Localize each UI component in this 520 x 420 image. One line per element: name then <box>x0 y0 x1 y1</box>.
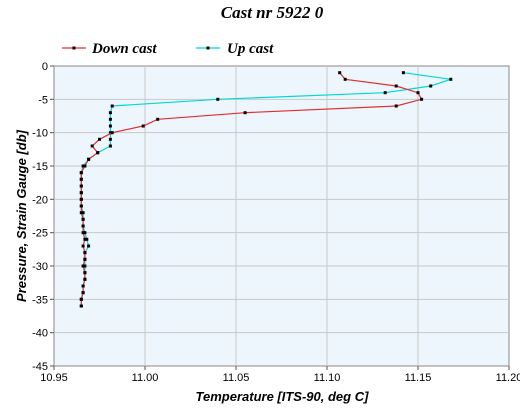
data-point-down-cast <box>83 271 87 275</box>
data-point-up-cast <box>81 164 85 168</box>
y-tick-label: -40 <box>32 328 48 340</box>
data-point-up-cast <box>108 124 112 128</box>
data-point-down-cast <box>343 77 347 81</box>
data-point-down-cast <box>83 257 87 261</box>
data-point-down-cast <box>90 144 94 148</box>
data-point-down-cast <box>83 164 87 168</box>
plot-area <box>53 65 510 367</box>
x-tick-label: 11.20 <box>496 372 520 384</box>
data-point-down-cast <box>81 224 85 228</box>
y-tick-label: -45 <box>32 361 48 373</box>
x-tick-label: 10.95 <box>40 372 68 384</box>
data-point-down-cast <box>81 264 85 268</box>
data-point-down-cast <box>79 184 83 188</box>
data-point-up-cast <box>83 231 87 235</box>
y-tick-label: -30 <box>32 261 48 273</box>
data-point-up-cast <box>383 91 387 95</box>
data-point-down-cast <box>81 217 85 221</box>
data-point-down-cast <box>81 291 85 295</box>
x-axis-label: Temperature [ITS-90, deg C] <box>196 389 370 404</box>
data-point-up-cast <box>108 144 112 148</box>
data-point-down-cast <box>81 284 85 288</box>
legend-label-up-cast: Up cast <box>227 41 274 57</box>
y-tick-label: -35 <box>32 294 48 306</box>
data-point-down-cast <box>416 91 420 95</box>
y-tick-label: -25 <box>32 228 48 240</box>
data-point-up-cast <box>85 237 89 241</box>
data-point-down-cast <box>81 244 85 248</box>
data-point-down-cast <box>79 304 83 308</box>
data-point-down-cast <box>394 104 398 108</box>
x-tick-label: 11.15 <box>405 372 432 384</box>
data-point-down-cast <box>156 117 160 121</box>
data-point-down-cast <box>79 211 83 215</box>
data-point-up-cast <box>110 104 114 108</box>
data-point-down-cast <box>420 97 424 101</box>
grid <box>54 66 509 366</box>
data-point-down-cast <box>338 71 342 75</box>
data-point-down-cast <box>96 151 100 155</box>
data-point-down-cast <box>98 137 101 141</box>
data-point-up-cast <box>83 264 87 268</box>
legend: Down cast Up cast <box>62 41 274 57</box>
data-point-up-cast <box>216 97 220 101</box>
x-tick-label: 11.00 <box>132 372 159 384</box>
series-layer <box>79 71 453 308</box>
data-point-down-cast <box>87 157 91 161</box>
y-tick-label: 0 <box>42 61 48 73</box>
data-point-up-cast <box>108 111 112 115</box>
data-point-up-cast <box>401 71 405 75</box>
data-point-down-cast <box>79 197 83 201</box>
data-point-up-cast <box>108 137 112 141</box>
data-point-up-cast <box>108 131 112 135</box>
data-point-down-cast <box>79 171 83 175</box>
data-point-down-cast <box>141 124 145 128</box>
legend-item-up-cast: Up cast <box>196 41 274 57</box>
y-axis-label: Pressure, Strain Gauge [db] <box>14 129 29 302</box>
legend-label-down-cast: Down cast <box>91 41 157 57</box>
data-point-down-cast <box>110 131 114 135</box>
data-point-up-cast <box>108 117 112 121</box>
legend-marker-up-cast <box>206 46 210 50</box>
data-point-down-cast <box>83 251 87 255</box>
data-point-down-cast <box>83 277 87 281</box>
data-point-up-cast <box>87 244 91 248</box>
data-point-down-cast <box>243 111 247 115</box>
x-axis-ticks: 10.95 11.00 11.05 11.10 11.15 11.20 <box>40 366 520 384</box>
data-point-up-cast <box>449 77 453 81</box>
y-tick-label: -10 <box>32 128 48 140</box>
legend-item-down-cast: Down cast <box>62 41 157 57</box>
data-point-down-cast <box>79 191 83 195</box>
legend-marker-down-cast <box>72 46 76 50</box>
y-tick-label: -20 <box>32 194 48 206</box>
data-point-down-cast <box>79 204 83 208</box>
chart-title: Cast nr 5922 0 <box>221 3 324 22</box>
data-point-down-cast <box>83 237 87 241</box>
data-point-up-cast <box>429 84 433 88</box>
data-point-down-cast <box>79 297 83 301</box>
data-point-down-cast <box>394 84 398 88</box>
data-point-down-cast <box>81 231 85 235</box>
y-tick-label: -5 <box>38 94 48 106</box>
y-tick-label: -15 <box>32 161 48 173</box>
y-axis-ticks: 0 -5 -10 -15 -20 -25 -30 -35 -40 -45 <box>32 61 54 373</box>
x-tick-label: 11.05 <box>223 372 250 384</box>
series-down-cast <box>79 71 424 308</box>
data-point-up-cast <box>81 211 85 215</box>
data-point-down-cast <box>79 177 83 181</box>
x-tick-label: 11.10 <box>314 372 341 384</box>
